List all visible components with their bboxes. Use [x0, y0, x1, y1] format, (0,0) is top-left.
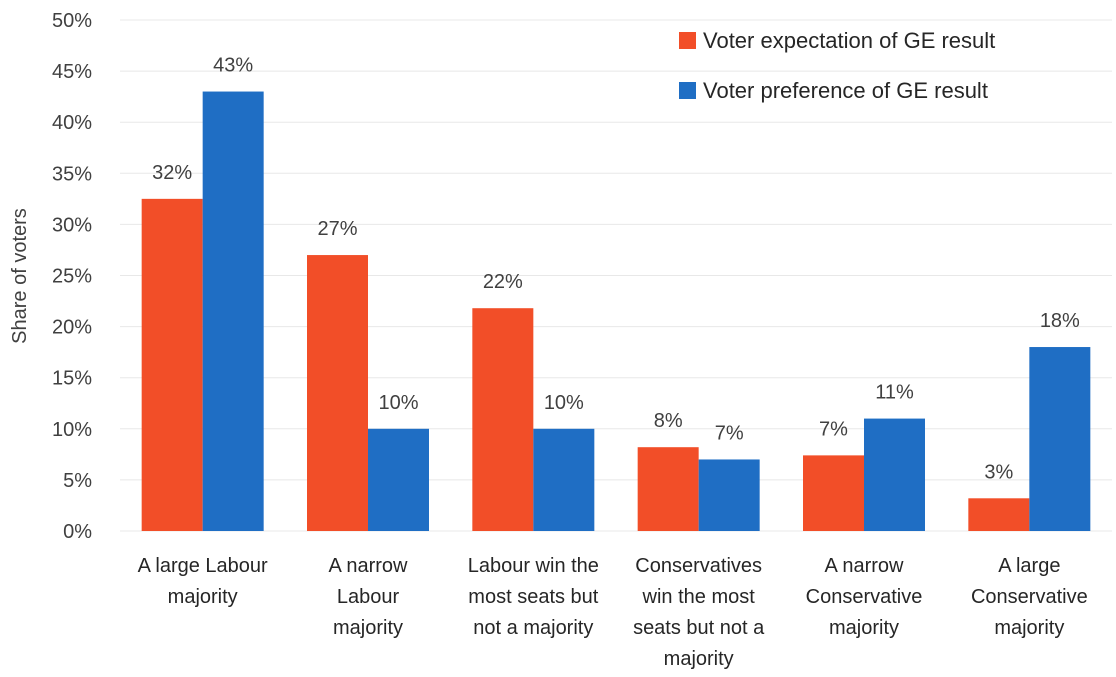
- bars: [141, 91, 1091, 531]
- x-category-label: seats but not a: [633, 617, 765, 639]
- data-label: 10%: [378, 392, 418, 414]
- legend-swatch: [679, 32, 696, 49]
- bar-expectation: [803, 455, 864, 531]
- x-category-label: Conservative: [971, 586, 1088, 608]
- legend: Voter expectation of GE result Voter pref…: [679, 28, 995, 103]
- data-label: 18%: [1040, 310, 1080, 332]
- legend-swatch: [679, 82, 696, 99]
- data-label: 43%: [213, 55, 253, 77]
- data-label: 7%: [715, 422, 744, 444]
- x-category-label: majority: [994, 617, 1064, 639]
- x-category-label: majority: [664, 648, 734, 670]
- x-category-label: Conservatives: [635, 555, 762, 577]
- data-label: 32%: [152, 162, 192, 184]
- x-category-label: Conservative: [806, 586, 923, 608]
- gridlines: [120, 19, 1112, 532]
- data-label: 8%: [654, 410, 683, 432]
- bar-preference: [698, 459, 760, 531]
- x-category-label: win the most: [642, 586, 756, 608]
- y-tick-label: 5%: [63, 470, 92, 492]
- y-tick-label: 20%: [52, 317, 92, 339]
- data-label: 11%: [875, 382, 914, 404]
- x-category-label: majority: [829, 617, 899, 639]
- x-category-label: Labour win the: [468, 555, 599, 577]
- x-category-label: Labour: [337, 586, 400, 608]
- data-label: 7%: [819, 418, 848, 440]
- x-category-label: A large Labour: [138, 555, 268, 577]
- data-label: 10%: [544, 392, 584, 414]
- y-axis-title: Share of voters: [9, 208, 31, 344]
- data-label: 22%: [483, 271, 523, 293]
- x-category-label: A narrow: [329, 555, 408, 577]
- x-category-label: most seats but: [468, 586, 599, 608]
- bar-preference: [368, 428, 429, 531]
- bar-preference: [864, 418, 925, 531]
- y-axis-ticks: 0% 5% 10% 15% 20% 25% 30% 35% 40% 45% 50%: [52, 10, 92, 543]
- y-tick-label: 30%: [52, 214, 92, 236]
- y-tick-label: 25%: [52, 266, 92, 288]
- bar-expectation: [637, 447, 699, 531]
- bar-expectation: [968, 498, 1030, 531]
- data-labels: 32% 43% 27% 10% 22% 10% 8% 7% 7% 11% 3% 18%: [152, 55, 1080, 484]
- x-category-label: majority: [168, 586, 238, 608]
- y-tick-label: 40%: [52, 112, 92, 134]
- y-tick-label: 35%: [52, 163, 92, 185]
- x-category-label: A narrow: [825, 555, 904, 577]
- y-tick-label: 15%: [52, 368, 92, 390]
- x-category-label: not a majority: [473, 617, 593, 639]
- bar-expectation: [307, 255, 368, 531]
- legend-label: Voter expectation of GE result: [703, 28, 995, 53]
- bar-expectation: [141, 198, 203, 531]
- data-label: 3%: [984, 461, 1013, 483]
- legend-label: Voter preference of GE result: [703, 78, 988, 103]
- y-tick-label: 45%: [52, 61, 92, 83]
- y-tick-label: 50%: [52, 10, 92, 32]
- x-category-label: majority: [333, 617, 403, 639]
- bar-preference: [1029, 347, 1091, 531]
- y-tick-label: 0%: [63, 521, 92, 543]
- bar-preference: [202, 91, 264, 531]
- bar-preference: [533, 428, 595, 531]
- data-label: 27%: [317, 218, 357, 240]
- bar-expectation: [472, 308, 534, 531]
- x-category-label: A large: [998, 555, 1060, 577]
- y-tick-label: 10%: [52, 419, 92, 441]
- x-axis-categories: A large Labour majority A narrow Labour majo…: [138, 555, 1088, 670]
